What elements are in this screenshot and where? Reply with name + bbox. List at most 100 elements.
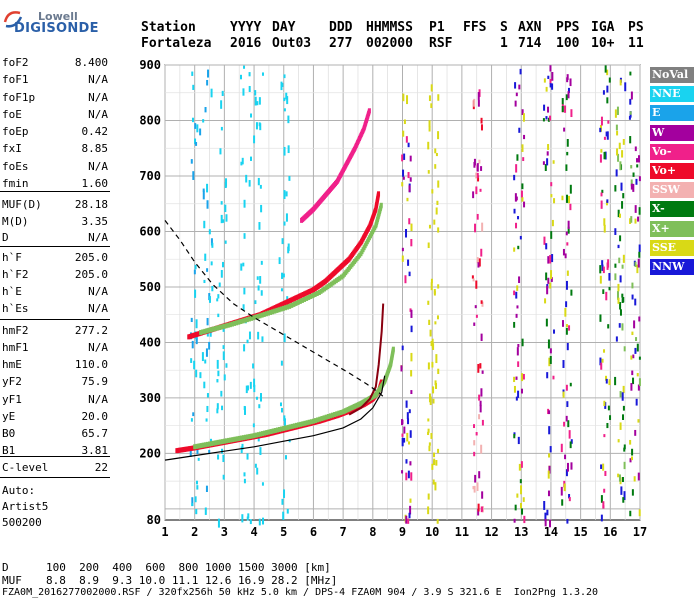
param-name: fmin [2, 177, 29, 190]
echo-noise-point [637, 258, 640, 268]
echo-noise-point [619, 302, 622, 310]
echo-noise-point [217, 313, 220, 318]
echo-noise-point [515, 313, 518, 318]
echo-noise-point [631, 489, 634, 496]
echo-noise-point [405, 472, 408, 481]
echo-noise-point [570, 439, 573, 444]
echo-noise-point [547, 117, 550, 122]
echo-noise-point [621, 477, 624, 483]
param-divider [0, 456, 110, 457]
header-label-year: YYYY [230, 20, 262, 35]
echo-noise-point [195, 142, 198, 146]
echo-noise-point [406, 197, 409, 202]
echo-noise-point [209, 332, 212, 337]
echo-point [294, 422, 298, 428]
echo-noise-point [473, 485, 476, 493]
footer-d-label: D [2, 561, 9, 574]
echo-noise-point [259, 276, 262, 284]
echo-noise-point [258, 222, 261, 230]
echo-noise-point [614, 273, 617, 281]
echo-noise-point [517, 216, 520, 220]
header-label-ps: PS [628, 20, 644, 35]
echo-noise-point [608, 273, 611, 281]
echo-noise-point [406, 432, 409, 442]
x-tick-label: 9 [399, 525, 406, 539]
echo-noise-point [434, 164, 437, 169]
echo-point [213, 326, 217, 332]
param-name: B1 [2, 444, 16, 457]
echo-point [307, 419, 311, 425]
echo-noise-point [478, 414, 481, 420]
echo-point [245, 317, 249, 323]
echo-noise-point [513, 208, 516, 214]
echo-noise-point [195, 369, 198, 378]
echo-noise-point [410, 472, 413, 481]
echo-noise-point [636, 343, 639, 352]
echo-noise-point [630, 165, 633, 169]
echo-noise-point [616, 106, 619, 115]
echo-noise-point [436, 518, 439, 524]
echo-noise-point [624, 82, 627, 92]
header-label-pps: PPS [556, 20, 580, 35]
echo-noise-point [513, 433, 516, 439]
echo-noise-point [222, 351, 225, 361]
echo-noise-point [600, 495, 603, 503]
echo-noise-point [621, 392, 624, 401]
echo-noise-point [280, 288, 283, 292]
echo-noise-point [433, 460, 436, 465]
echo-noise-point [617, 283, 620, 292]
echo-noise-point [216, 408, 219, 414]
legend-item: NoVal [650, 67, 694, 83]
echo-noise-point [191, 497, 194, 507]
echo-noise-point [546, 158, 549, 166]
echo-noise-point [570, 462, 573, 470]
echo-noise-point [481, 491, 484, 499]
echo-noise-point [566, 151, 569, 156]
echo-noise-point [225, 363, 228, 368]
echo-noise-point [478, 394, 481, 401]
echo-point [260, 312, 264, 318]
echo-noise-point [193, 269, 196, 275]
echo-noise-point [430, 432, 433, 439]
echo-noise-point [630, 456, 633, 461]
echo-point [311, 418, 315, 424]
param-name: fxI [2, 142, 22, 155]
echo-noise-point [206, 317, 209, 326]
echo-noise-point [516, 493, 519, 498]
echo-noise-point [481, 419, 484, 426]
echo-noise-point [408, 185, 411, 193]
echo-noise-point [475, 314, 478, 318]
echo-noise-point [638, 244, 641, 253]
echo-noise-point [614, 228, 617, 235]
echo-noise-point [569, 441, 572, 449]
param-name: yF1 [2, 393, 22, 406]
header-value-time: 002000 [366, 36, 413, 51]
echo-noise-point [549, 254, 552, 264]
echo-noise-point [206, 200, 209, 209]
echo-point [210, 441, 214, 447]
echo-noise-point [637, 216, 640, 222]
echo-noise-point [190, 317, 193, 323]
echo-noise-point [562, 391, 565, 398]
echo-noise-point [513, 290, 516, 296]
echo-noise-point [549, 446, 552, 453]
echo-noise-point [549, 282, 552, 289]
echo-noise-point [521, 373, 524, 382]
echo-noise-point [194, 264, 197, 270]
param-value: N/A [88, 91, 108, 104]
echo-noise-point [544, 518, 547, 527]
echo-noise-point [206, 183, 209, 193]
echo-noise-point [601, 264, 604, 271]
echo-noise-point [282, 273, 285, 278]
echo-noise-point [629, 98, 632, 105]
echo-noise-point [243, 65, 246, 69]
echo-noise-point [245, 385, 248, 394]
echo-point [228, 322, 232, 328]
echo-noise-point [436, 315, 439, 320]
echo-noise-point [513, 247, 516, 252]
echo-point [235, 320, 239, 326]
echo-noise-point [427, 362, 430, 370]
echo-noise-point [523, 134, 526, 140]
echo-noise-point [243, 406, 246, 415]
echo-point [218, 324, 222, 330]
